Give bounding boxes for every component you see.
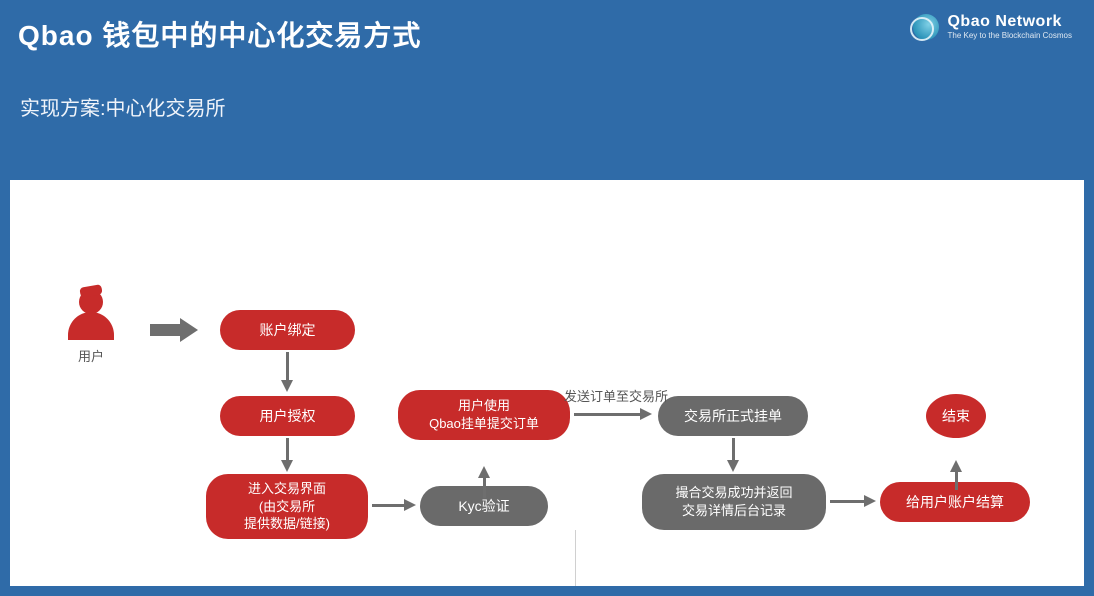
flow-node-submit: 用户使用Qbao挂单提交订单 (398, 390, 570, 440)
logo-line2: The Key to the Blockchain Cosmos (947, 32, 1072, 40)
arrow-6 (732, 438, 735, 462)
subtitle: 实现方案:中心化交易所 (20, 92, 226, 121)
edge-label-5: 发送订单至交易所 (564, 386, 668, 405)
user-icon: 用户 (68, 290, 114, 365)
slide: Qbao 钱包中的中心化交易方式 实现方案:中心化交易所 Qbao Networ… (0, 0, 1094, 596)
title-brand: Qbao (18, 20, 94, 51)
arrow-0 (150, 320, 196, 340)
flow-node-match: 撮合交易成功并返回交易详情后台记录 (642, 474, 826, 530)
arrow-2 (286, 438, 289, 462)
flow-node-bind: 账户绑定 (220, 310, 355, 350)
page-title: Qbao 钱包中的中心化交易方式 (18, 14, 421, 54)
arrow-3 (372, 504, 406, 507)
arrow-8 (955, 470, 958, 490)
arrow-7 (830, 500, 866, 503)
arrow-1 (286, 352, 289, 382)
flow-node-auth: 用户授权 (220, 396, 355, 436)
flow-node-enter: 进入交易界面(由交易所提供数据/链接) (206, 474, 368, 539)
user-label: 用户 (78, 346, 104, 365)
brand-logo: Qbao Network The Key to the Blockchain C… (913, 14, 1072, 40)
logo-line1: Qbao Network (947, 14, 1072, 30)
flow-node-end: 结束 (926, 394, 986, 438)
flowchart: 用户账户绑定用户授权进入交易界面(由交易所提供数据/链接)Kyc验证用户使用Qb… (10, 180, 1084, 586)
arrow-5 (574, 413, 642, 416)
title-rest: 钱包中的中心化交易方式 (102, 20, 421, 51)
divider (575, 530, 576, 586)
arrow-4 (483, 476, 486, 498)
diagram-panel: 用户账户绑定用户授权进入交易界面(由交易所提供数据/链接)Kyc验证用户使用Qb… (10, 180, 1084, 586)
logo-icon (913, 14, 939, 40)
flow-node-list: 交易所正式挂单 (658, 396, 808, 436)
logo-text: Qbao Network The Key to the Blockchain C… (947, 14, 1072, 40)
